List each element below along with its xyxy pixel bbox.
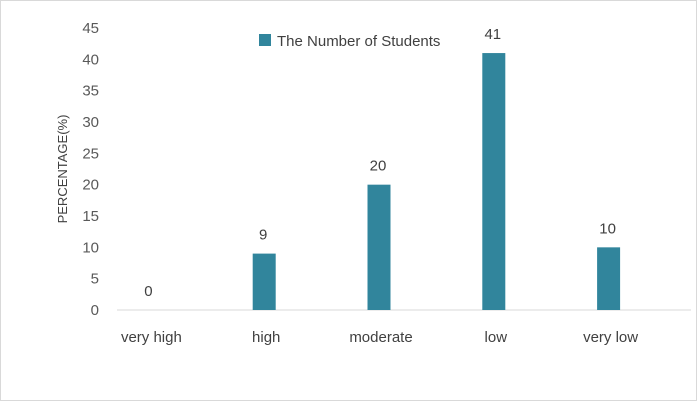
data-label: 41: [484, 26, 501, 43]
y-tick-label: 40: [82, 51, 99, 68]
y-axis-title-group: PERCENTAGE(%): [55, 115, 70, 224]
bar-moderate: [367, 184, 391, 310]
x-category-label: high: [252, 329, 280, 346]
data-label: 10: [599, 220, 616, 237]
y-tick-label: 45: [82, 20, 99, 37]
bar-very-low: [597, 247, 621, 310]
data-label: 0: [144, 283, 152, 300]
x-category-label: very low: [583, 329, 638, 346]
y-tick-label: 0: [91, 302, 99, 319]
y-tick-label: 20: [82, 177, 99, 194]
y-tick-label: 25: [82, 145, 99, 162]
y-axis-ticks: 0 5 10 15 20 25 30 35 40 45: [82, 20, 99, 319]
y-tick-label: 30: [82, 114, 99, 131]
y-tick-label: 10: [82, 239, 99, 256]
data-label: 9: [259, 227, 267, 244]
y-tick-label: 35: [82, 83, 99, 100]
x-category-label: low: [485, 329, 508, 346]
x-category-label: very high: [121, 329, 182, 346]
x-category-label: moderate: [349, 329, 412, 346]
data-labels: 0 9 20 41 10: [144, 26, 616, 300]
y-axis-title: PERCENTAGE(%): [55, 115, 70, 224]
bar-low: [482, 53, 506, 311]
legend: The Number of Students: [259, 33, 440, 50]
bars: [252, 53, 621, 311]
bar-high: [252, 253, 276, 310]
legend-swatch: [259, 34, 271, 46]
data-label: 20: [370, 158, 387, 175]
legend-label: The Number of Students: [277, 33, 440, 50]
y-tick-label: 15: [82, 208, 99, 225]
y-tick-label: 5: [91, 271, 99, 288]
x-axis-categories: very high high moderate low very low: [121, 329, 638, 346]
